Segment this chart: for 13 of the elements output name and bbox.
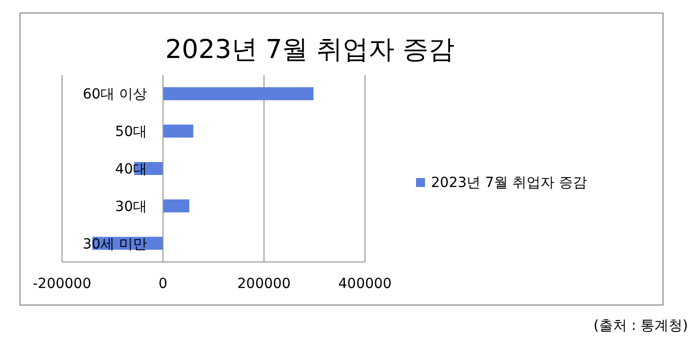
x-tick-label: -200000 [32,276,92,292]
y-tick-label: 50대 [115,124,147,140]
legend-label: 2023년 7월 취업자 증감 [431,175,587,191]
y-tick-label: 30대 [115,198,147,215]
bar [163,199,190,212]
x-tick-label: 0 [158,276,168,292]
y-tick-label: 60대 이상 [82,86,147,103]
x-tick-label: 200000 [237,276,291,292]
bar [163,124,194,138]
text: (출처 : 통계청) [593,318,688,334]
bar [163,87,314,100]
x-tick-label: 400000 [338,276,392,292]
chart-title: 2023년 7월 취업자 증감 [165,35,455,65]
